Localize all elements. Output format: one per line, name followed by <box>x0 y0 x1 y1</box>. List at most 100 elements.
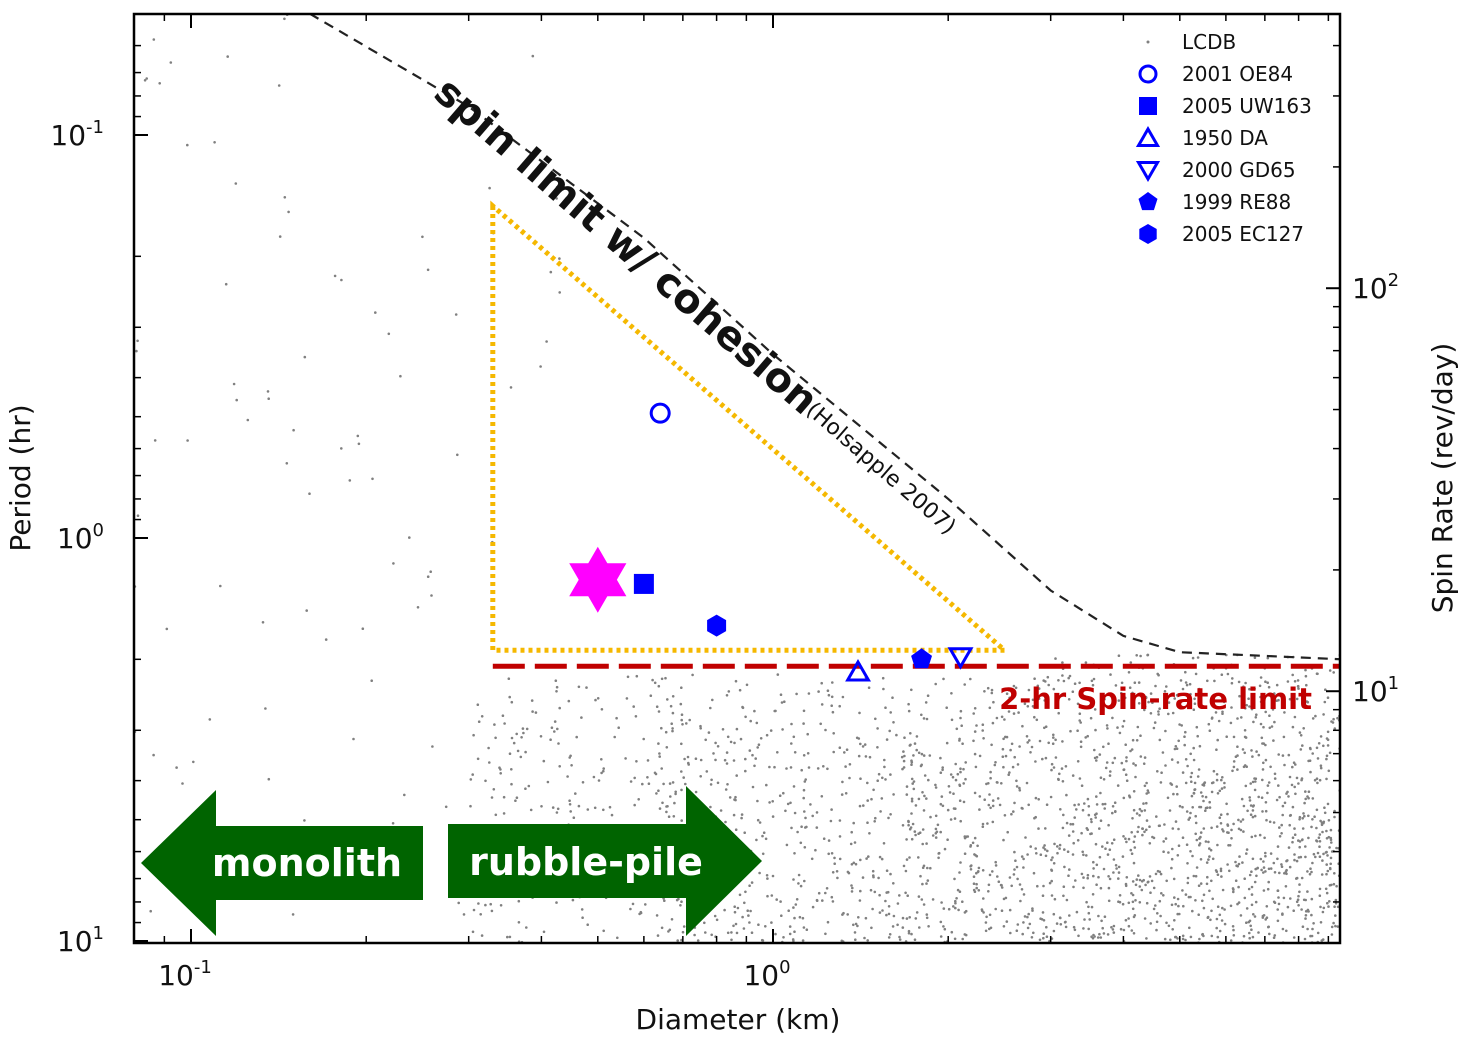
lcdb-point <box>1276 889 1280 892</box>
lcdb-point <box>1209 848 1213 852</box>
lcdb-point <box>1244 681 1247 685</box>
lcdb-point <box>1319 764 1323 767</box>
lcdb-point <box>1283 872 1286 875</box>
lcdb-point <box>1000 886 1004 889</box>
lcdb-point <box>1079 740 1083 743</box>
lcdb-point <box>1130 929 1134 932</box>
lcdb-point <box>936 823 940 827</box>
lcdb-point <box>1045 803 1049 806</box>
lcdb-point <box>1181 805 1184 809</box>
lcdb-point <box>1033 715 1036 719</box>
lcdb-point <box>1315 672 1319 675</box>
lcdb-point <box>987 803 991 807</box>
lcdb-point <box>1320 873 1324 876</box>
lcdb-point <box>1193 788 1196 791</box>
lcdb-point <box>1114 684 1118 687</box>
lcdb-point <box>1000 782 1003 785</box>
lcdb-point <box>1192 708 1196 711</box>
lcdb-point <box>633 776 636 780</box>
lcdb-point <box>715 918 719 922</box>
lcdb-point <box>1174 902 1177 906</box>
lcdb-point <box>1137 825 1140 829</box>
lcdb-point <box>748 884 751 887</box>
lcdb-point <box>558 765 561 768</box>
lcdb-point <box>1114 864 1118 867</box>
lcdb-point <box>1055 922 1059 925</box>
lcdb-point <box>499 904 503 907</box>
lcdb-point <box>682 776 685 779</box>
lcdb-point <box>1138 807 1142 811</box>
lcdb-point <box>734 828 738 831</box>
lcdb-point <box>1298 883 1301 886</box>
lcdb-point <box>1101 802 1105 806</box>
lcdb-point <box>1302 812 1305 815</box>
lcdb-point <box>1243 896 1247 900</box>
lcdb-point <box>1206 875 1209 879</box>
lcdb-point <box>1010 884 1013 888</box>
lcdb-point <box>1184 781 1188 785</box>
lcdb-point <box>570 764 573 767</box>
lcdb-point <box>352 737 355 741</box>
lcdb-point <box>556 807 560 811</box>
lcdb-point <box>1122 768 1126 771</box>
lcdb-point <box>985 782 988 786</box>
lcdb-point <box>881 776 884 780</box>
lcdb-point <box>1196 734 1199 738</box>
lcdb-point <box>1199 805 1203 809</box>
lcdb-point <box>1067 874 1070 877</box>
lcdb-point <box>908 827 912 831</box>
lcdb-point <box>592 775 596 779</box>
lcdb-point <box>1198 842 1202 845</box>
lcdb-point <box>1229 939 1233 942</box>
lcdb-point <box>960 724 963 727</box>
lcdb-point <box>947 947 950 950</box>
lcdb-point <box>803 780 807 783</box>
lcdb-point <box>1293 785 1296 789</box>
lcdb-point <box>1236 754 1239 757</box>
lcdb-point <box>1328 751 1332 755</box>
lcdb-point <box>1059 923 1063 926</box>
lcdb-point <box>671 781 675 784</box>
lcdb-point <box>1084 736 1087 739</box>
lcdb-point <box>525 727 529 731</box>
lcdb-point <box>580 908 584 911</box>
lcdb-point <box>1157 713 1160 716</box>
lcdb-point <box>600 771 603 775</box>
lcdb-point <box>866 939 869 942</box>
lcdb-point <box>1090 832 1093 835</box>
lcdb-point <box>862 804 865 807</box>
lcdb-point <box>725 762 729 765</box>
lcdb-point <box>1304 917 1307 920</box>
lcdb-point <box>1063 865 1066 869</box>
lcdb-point <box>797 873 801 877</box>
lcdb-point <box>1192 758 1196 762</box>
lcdb-point <box>743 901 746 905</box>
lcdb-point <box>750 931 754 934</box>
lcdb-point <box>1232 765 1236 769</box>
lcdb-point <box>1143 917 1147 920</box>
lcdb-point <box>681 723 684 726</box>
lcdb-point <box>1276 845 1280 848</box>
lcdb-point <box>480 934 484 937</box>
lcdb-point <box>158 82 161 85</box>
rubble-pile-arrow <box>448 786 762 936</box>
lcdb-point <box>1118 900 1122 904</box>
lcdb-point <box>1154 904 1157 907</box>
lcdb-point <box>1067 834 1071 837</box>
lcdb-point <box>660 726 663 730</box>
lcdb-point <box>994 864 998 867</box>
lcdb-point <box>984 946 987 949</box>
lcdb-point <box>931 898 935 901</box>
lcdb-point <box>1327 905 1330 908</box>
lcdb-point <box>669 795 672 798</box>
lcdb-point <box>1223 786 1226 789</box>
lcdb-point <box>1076 729 1079 732</box>
lcdb-point <box>1319 905 1322 909</box>
lcdb-point <box>1103 807 1106 810</box>
lcdb-point <box>1260 796 1264 799</box>
lcdb-point <box>1248 936 1251 940</box>
lcdb-point <box>1131 907 1135 911</box>
lcdb-point <box>987 883 991 887</box>
lcdb-point <box>1316 757 1320 760</box>
lcdb-point <box>1016 763 1020 766</box>
